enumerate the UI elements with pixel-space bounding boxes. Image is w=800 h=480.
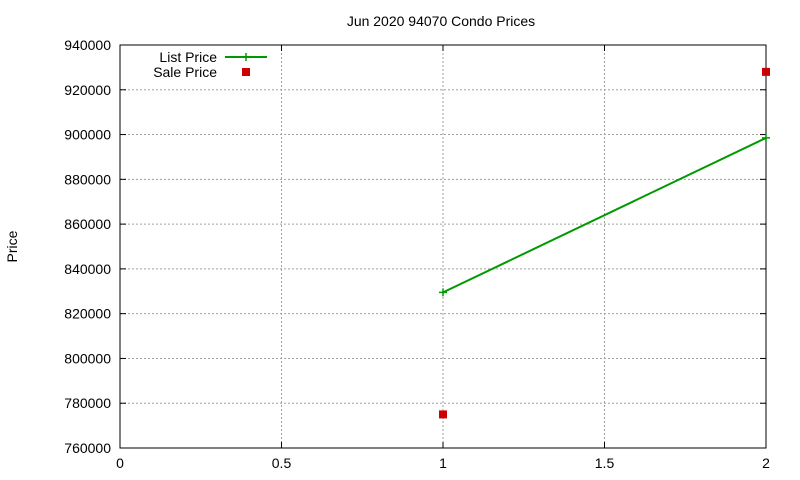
- x-axis: 0 0.5 1 1.5 2: [116, 45, 770, 471]
- chart-title: Jun 2020 94070 Condo Prices: [347, 13, 535, 29]
- grid: [120, 45, 766, 448]
- data-point: [439, 288, 447, 297]
- data-point: [762, 67, 770, 76]
- x-tick-label: 0: [116, 455, 124, 471]
- legend-label: Sale Price: [153, 64, 217, 80]
- y-tick-label: 940000: [64, 37, 111, 53]
- y-tick-label: 920000: [64, 82, 111, 98]
- y-tick-label: 880000: [64, 171, 111, 187]
- x-tick-label: 1.5: [595, 455, 615, 471]
- series-layer: [439, 67, 770, 419]
- legend-label: List Price: [159, 49, 217, 65]
- y-axis-label: Price: [4, 230, 20, 262]
- y-tick-label: 900000: [64, 127, 111, 143]
- y-tick-label: 860000: [64, 216, 111, 232]
- series-line: [442, 137, 767, 294]
- data-point: [762, 133, 770, 142]
- data-point: [439, 410, 447, 419]
- y-tick-label: 820000: [64, 306, 111, 322]
- legend-marker: [242, 53, 250, 61]
- y-tick-label: 840000: [64, 261, 111, 277]
- x-tick-label: 1: [439, 455, 447, 471]
- y-axis: 760000 780000 800000 820000 840000 860000 8800…: [64, 37, 766, 456]
- x-tick-label: 0.5: [272, 455, 292, 471]
- y-tick-label: 780000: [64, 395, 111, 411]
- series-0: [439, 133, 770, 297]
- series-1: [439, 67, 770, 419]
- y-tick-label: 800000: [64, 350, 111, 366]
- legend-marker: [242, 68, 250, 76]
- y-tick-label: 760000: [64, 440, 111, 456]
- x-tick-label: 2: [762, 455, 770, 471]
